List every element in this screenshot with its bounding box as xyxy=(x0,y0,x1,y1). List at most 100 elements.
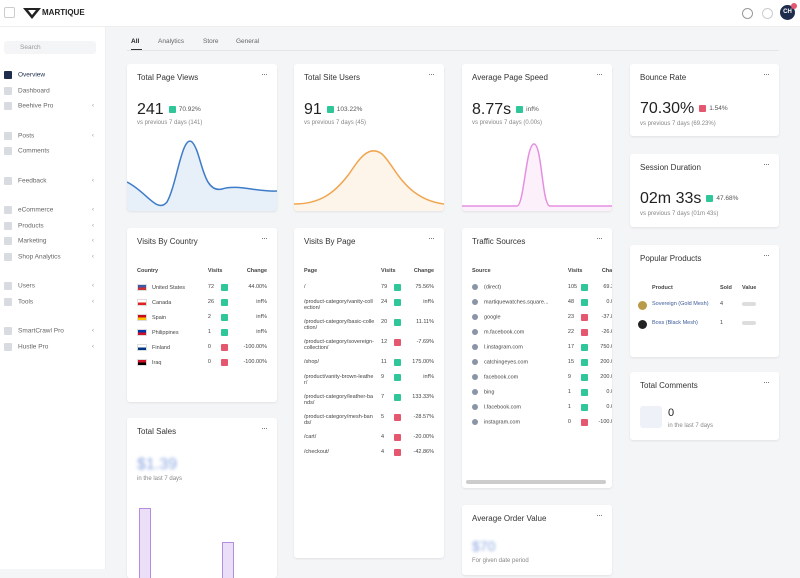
change-icon xyxy=(581,389,589,396)
tab[interactable]: Store xyxy=(203,38,219,45)
nav-item[interactable]: eCommerce ‹ xyxy=(4,206,100,214)
table-row: facebook.com 9 200.00% xyxy=(472,370,612,385)
source-icon xyxy=(472,374,478,380)
tab[interactable]: General xyxy=(236,38,260,45)
cell: United States xyxy=(137,280,208,295)
nav-item[interactable]: Comments xyxy=(4,147,100,155)
column-header: Product xyxy=(652,285,673,291)
card-menu[interactable]: ··· xyxy=(261,423,268,433)
tab[interactable]: Analytics xyxy=(158,38,185,45)
nav-item[interactable]: Marketing ‹ xyxy=(4,237,100,245)
cell-change xyxy=(581,310,595,325)
cell-change-text: -100.00% xyxy=(598,419,612,425)
change-icon xyxy=(394,284,402,291)
change-icon xyxy=(699,105,707,113)
cell-change-text: inf% xyxy=(423,299,434,305)
menu-button[interactable] xyxy=(4,7,15,18)
product-image xyxy=(638,316,652,335)
nav-item[interactable]: Products ‹ xyxy=(4,221,100,230)
avatar[interactable]: CH xyxy=(780,5,795,20)
nav-icon xyxy=(4,176,12,185)
card-menu[interactable]: ··· xyxy=(428,69,435,79)
card-menu[interactable]: ··· xyxy=(763,377,770,387)
cell-visits: 0 xyxy=(207,359,211,365)
cell-change-text: 44.00% xyxy=(248,284,267,290)
cell-visits: 2 xyxy=(207,314,211,320)
change-icon xyxy=(220,359,228,366)
stat-change: 1.54% xyxy=(699,100,728,117)
nav-item[interactable]: Users ‹ xyxy=(4,282,100,290)
cell-label: (direct) xyxy=(484,284,502,291)
card-title: Total Site Users xyxy=(304,73,361,82)
column-header: Change xyxy=(601,268,612,274)
cell: Finland xyxy=(137,340,208,355)
cell-visits: 15 xyxy=(567,359,575,365)
chevron: ‹ xyxy=(91,252,94,260)
column-header: Visits xyxy=(567,268,583,274)
nav-item[interactable]: SmartCrawl Pro ‹ xyxy=(4,327,100,335)
table-row: United States 72 44.00% xyxy=(137,280,267,295)
sparkline xyxy=(294,150,444,211)
cell-change xyxy=(220,280,234,295)
nav-label: Shop Analytics xyxy=(18,253,61,261)
cell-change-text: inf% xyxy=(423,374,434,380)
nav-item[interactable]: Tools ‹ xyxy=(4,297,100,306)
product-sold: 1 xyxy=(720,320,724,326)
edit-icon[interactable] xyxy=(762,8,773,19)
cell-label: /shop/ xyxy=(304,359,319,365)
cell-label: /product-category/sovereign-collection/ xyxy=(304,339,375,351)
cell-visits: 11 xyxy=(381,359,387,365)
card-menu[interactable]: ··· xyxy=(763,250,770,260)
nav-item[interactable]: Dashboard xyxy=(4,86,100,95)
source-icon xyxy=(472,404,478,410)
search-box[interactable]: Search xyxy=(4,41,96,54)
card-menu[interactable]: ··· xyxy=(596,510,603,520)
cell-change xyxy=(581,340,595,355)
table-row: /product-category/sovereign-collection/1… xyxy=(304,335,434,355)
cell-change xyxy=(394,280,407,295)
scrollbar[interactable] xyxy=(466,480,606,484)
nav-item[interactable]: Feedback ‹ xyxy=(4,176,100,185)
card-menu[interactable]: ··· xyxy=(428,233,435,243)
nav-item[interactable]: Posts ‹ xyxy=(4,131,100,140)
card-title: Traffic Sources xyxy=(472,237,526,246)
nav-item[interactable]: Shop Analytics ‹ xyxy=(4,252,100,261)
flag xyxy=(137,284,147,291)
cell: m.facebook.com xyxy=(472,325,568,340)
cell: /product-category/mesh-bands/ xyxy=(304,410,381,430)
stat-note: vs previous 7 days (01m 43s) xyxy=(640,211,719,217)
cell: bing xyxy=(472,385,568,400)
nav-icon xyxy=(4,86,12,95)
change-icon xyxy=(326,106,334,114)
cell-label: m.facebook.com xyxy=(484,329,525,336)
card-title: Average Page Speed xyxy=(472,73,548,82)
nav-label: eCommerce xyxy=(18,206,54,214)
nav-item[interactable]: Beehive Pro ‹ xyxy=(4,102,100,110)
column-header: Source xyxy=(472,268,491,274)
card-menu[interactable]: ··· xyxy=(261,233,268,243)
cell: /shop/ xyxy=(304,355,381,370)
nav-label: Overview xyxy=(18,71,46,79)
cell-change xyxy=(581,325,595,340)
cell: l.instagram.com xyxy=(472,340,568,355)
change-icon xyxy=(581,314,589,321)
nav-icon xyxy=(4,206,12,214)
card-menu[interactable]: ··· xyxy=(261,69,268,79)
cell-label: /product-category/vanity-collection/ xyxy=(304,299,373,311)
card-title: Popular Products xyxy=(640,254,702,263)
nav-item[interactable]: Hustle Pro ‹ xyxy=(4,342,100,351)
cell-visits: 22 xyxy=(567,329,575,335)
card-menu[interactable]: ··· xyxy=(596,233,603,243)
cell: /product-category/vanity-collection/ xyxy=(304,295,381,315)
search-icon[interactable] xyxy=(742,8,753,19)
card-menu[interactable]: ··· xyxy=(763,159,770,169)
change-text: 47.68% xyxy=(716,195,739,203)
card-menu[interactable]: ··· xyxy=(763,69,770,79)
card-menu[interactable]: ··· xyxy=(596,69,603,79)
chevron: ‹ xyxy=(91,237,94,244)
cell-label: /product/vanity-brown-leather/ xyxy=(304,374,374,386)
change-icon xyxy=(394,449,402,456)
change-icon xyxy=(394,299,402,306)
nav-item[interactable]: Overview xyxy=(4,71,100,79)
